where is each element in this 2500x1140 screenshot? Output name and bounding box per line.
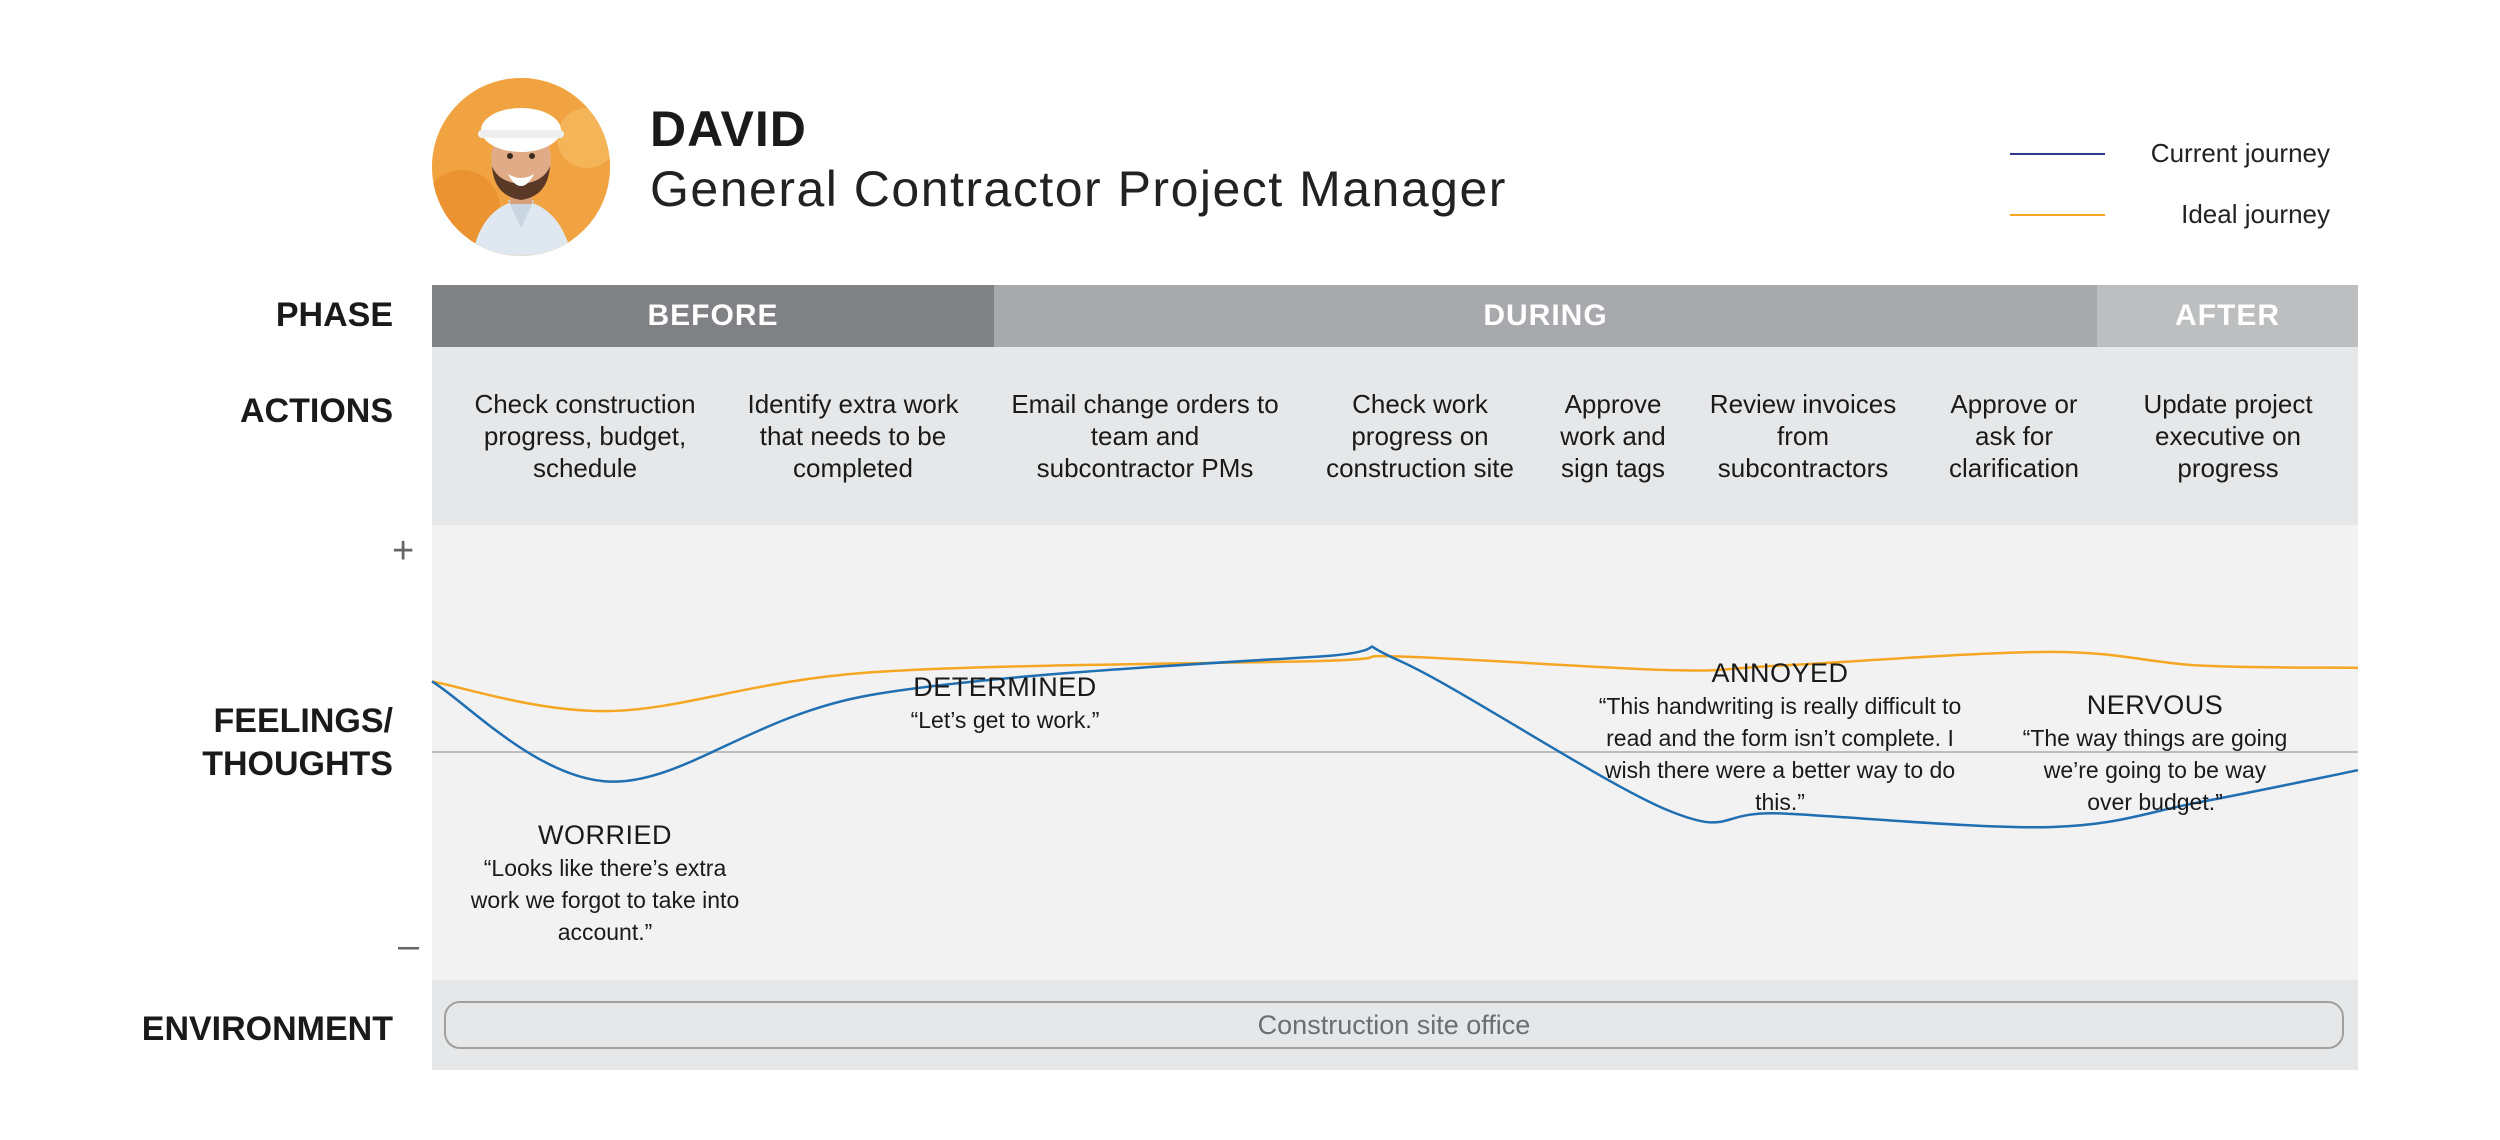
action-check-site: Check work progress on construction site — [1326, 389, 1514, 483]
environment-label: Construction site office — [444, 1001, 2344, 1049]
phase-after: AFTER — [2097, 285, 2358, 347]
row-label-actions: ACTIONS — [240, 392, 393, 430]
persona-role: General Contractor Project Manager — [650, 161, 1507, 217]
row-label-feelings-line2: THOUGHTS — [202, 745, 393, 783]
emotion-annoyed-title: ANNOYED — [1711, 658, 1849, 688]
emotion-determined-title: DETERMINED — [913, 672, 1097, 702]
legend-swatch-current — [2010, 153, 2105, 155]
row-label-phase: PHASE — [275, 296, 393, 334]
emotion-nervous-quote: “The way things are going we’re going to… — [2022, 725, 2288, 815]
legend: Current journey Ideal journey — [2010, 134, 2330, 234]
persona-name: DAVID — [650, 101, 807, 157]
emotion-annoyed-quote: “This handwriting is really difficult to… — [1598, 693, 1962, 815]
row-label-feelings-line1: FEELINGS/ — [213, 702, 393, 740]
persona-avatar — [432, 78, 610, 256]
scale-plus: + — [392, 530, 415, 572]
action-identify-extra-work: Identify extra work that needs to be com… — [747, 389, 959, 483]
environment-band — [432, 980, 2358, 1070]
emotion-determined: DETERMINED “Let’s get to work.” — [860, 670, 1150, 736]
ideal-journey-line — [431, 650, 2359, 713]
legend-label-current: Current journey — [2150, 138, 2330, 168]
legend-swatch-ideal — [2010, 214, 2105, 216]
phase-during: DURING — [994, 285, 2097, 347]
emotion-determined-quote: “Let’s get to work.” — [910, 707, 1100, 733]
emotion-worried-quote: “Looks like there’s extra work we forgot… — [470, 855, 740, 945]
scale-minus: – — [398, 925, 420, 967]
action-approve-work: Approve work and sign tags — [1560, 389, 1666, 483]
construction-worker-photo-icon — [432, 78, 610, 256]
emotion-nervous-title: NERVOUS — [2086, 690, 2224, 720]
emotion-nervous: NERVOUS “The way things are going we’re … — [2020, 688, 2290, 818]
emotion-worried-title: WORRIED — [538, 820, 672, 850]
emotion-worried: WORRIED “Looks like there’s extra work w… — [465, 818, 745, 948]
action-review-invoices: Review invoices from subcontractors — [1709, 389, 1897, 483]
actions-band — [432, 347, 2358, 525]
legend-label-ideal: Ideal journey — [2181, 199, 2330, 229]
row-label-feelings: FEELINGS/ THOUGHTS — [202, 700, 393, 786]
action-check-progress: Check construction progress, budget, sch… — [474, 389, 696, 483]
legend-item-ideal: Ideal journey — [2010, 195, 2330, 235]
phase-before: BEFORE — [432, 285, 994, 347]
action-email-change-orders: Email change orders to team and subcontr… — [1011, 389, 1279, 483]
emotion-annoyed: ANNOYED “This handwriting is really diff… — [1590, 656, 1970, 818]
row-label-environment: ENVIRONMENT — [141, 1010, 393, 1048]
current-journey-line — [431, 645, 2359, 829]
action-update-executive: Update project executive on progress — [2143, 389, 2313, 483]
action-approve-or-clarify: Approve or ask for clarification — [1948, 389, 2080, 483]
legend-item-current: Current journey — [2010, 134, 2330, 174]
